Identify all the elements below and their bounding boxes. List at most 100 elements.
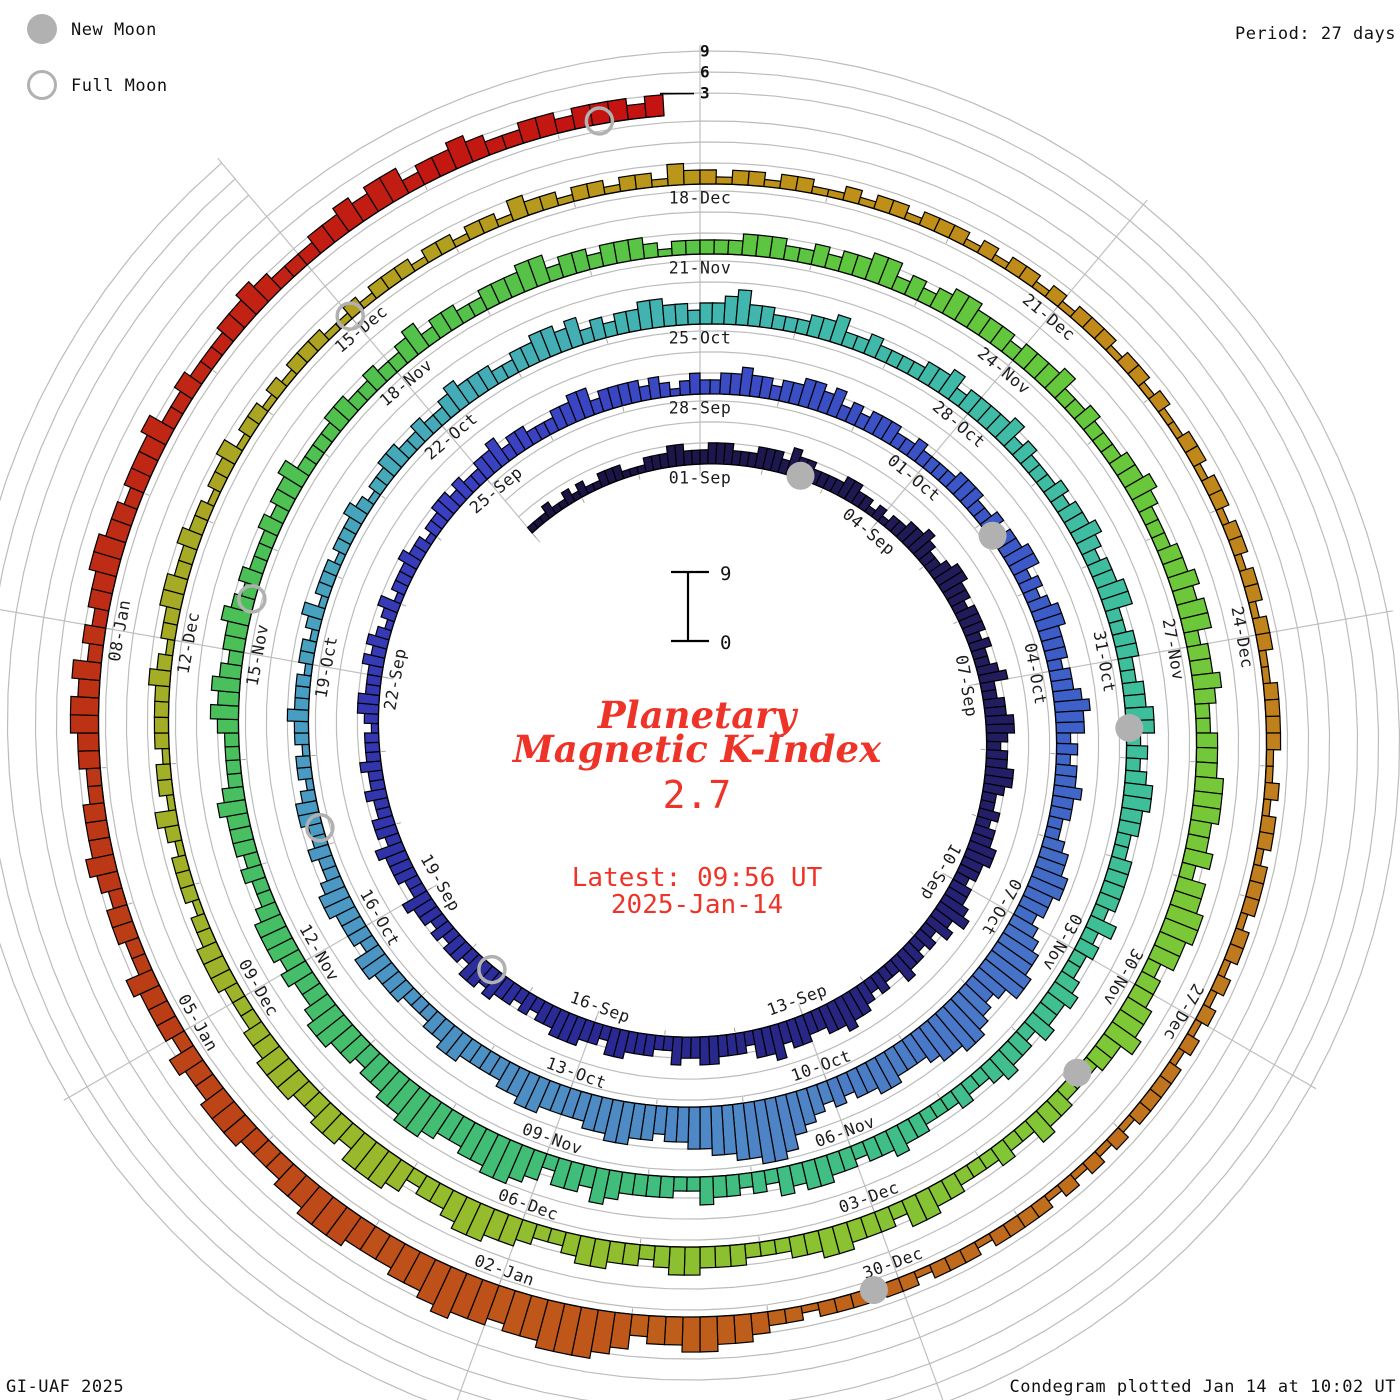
k-bar	[603, 1026, 622, 1058]
k-bar	[731, 1102, 751, 1162]
k-bar	[1243, 582, 1264, 604]
k-bar	[1034, 612, 1067, 633]
k-bar	[956, 863, 981, 883]
k-bar	[946, 588, 971, 608]
k-bar	[365, 633, 390, 650]
k-bar	[361, 364, 388, 392]
k-bar	[1264, 765, 1274, 784]
full-moon-marker	[584, 106, 615, 136]
k-bar	[990, 1138, 1017, 1167]
k-bar	[110, 500, 138, 527]
day-tick	[963, 414, 968, 419]
k-bar	[194, 499, 215, 522]
k-bar	[464, 134, 491, 163]
day-tick	[546, 1148, 550, 1153]
day-tick	[581, 498, 585, 503]
day-tick	[974, 683, 979, 686]
k-bar	[1011, 440, 1038, 465]
day-tick	[1008, 910, 1013, 914]
k-bar	[715, 176, 734, 185]
k-bar	[71, 659, 102, 682]
day-tick	[758, 1236, 760, 1241]
k-bar	[215, 438, 244, 466]
k-bar	[744, 1241, 762, 1259]
k-bar	[750, 1311, 771, 1336]
k-bar	[1100, 590, 1134, 613]
k-bar	[570, 248, 591, 274]
day-tick	[107, 628, 112, 630]
k-bar	[342, 501, 369, 526]
k-bar	[953, 295, 984, 329]
k-bar	[758, 1239, 777, 1257]
day-tick	[851, 426, 855, 432]
k-bar	[768, 1023, 788, 1062]
day-tick	[262, 862, 267, 865]
day-tick	[522, 1213, 526, 1219]
k-bar	[1121, 680, 1146, 697]
k-bar	[253, 913, 287, 939]
day-tick	[733, 1027, 736, 1033]
k-bar	[1128, 1101, 1152, 1126]
k-bar	[1024, 1110, 1056, 1144]
day-tick	[427, 887, 433, 891]
day-tick	[212, 369, 217, 374]
day-tick	[918, 468, 923, 473]
k-bar	[199, 1087, 235, 1120]
k-bar	[384, 443, 410, 469]
k-bar	[375, 1069, 411, 1107]
day-tick	[550, 435, 554, 441]
date-label: 01-Sep	[669, 469, 732, 488]
k-bar	[681, 1316, 701, 1353]
k-bar	[341, 1131, 378, 1171]
day-tick	[329, 842, 334, 845]
k-bar	[1261, 798, 1272, 818]
day-tick	[307, 265, 312, 270]
k-bar	[648, 297, 666, 329]
day-tick	[1068, 945, 1074, 949]
k-bar	[1116, 818, 1142, 838]
k-bar	[1259, 814, 1277, 835]
k-bar	[1125, 744, 1149, 760]
k-bar	[378, 167, 410, 203]
k-bar	[907, 528, 936, 555]
k-bar	[674, 302, 689, 326]
day-tick	[397, 372, 402, 377]
k-bar	[857, 494, 875, 513]
k-bar	[729, 1243, 748, 1268]
k-bar	[540, 501, 557, 520]
k-bar	[588, 1166, 611, 1206]
k-bar	[737, 1172, 754, 1189]
day-tick	[766, 1305, 768, 1311]
k-bar	[699, 1105, 713, 1150]
k-bar	[817, 1003, 840, 1035]
k-bar	[709, 379, 722, 395]
k-bar	[87, 784, 105, 805]
k-bar	[864, 1056, 893, 1095]
k-bar	[1044, 367, 1077, 399]
k-bars-layer	[69, 94, 1282, 1359]
k-bar	[603, 183, 622, 195]
k-bar	[161, 747, 171, 765]
day-tick	[750, 1166, 752, 1172]
k-bar	[963, 847, 994, 869]
k-bar	[713, 239, 730, 255]
k-bar	[517, 991, 539, 1016]
center-text: Planetary Magnetic K-Index 2.7 Latest: 0…	[511, 693, 882, 920]
k-bar	[1053, 698, 1091, 713]
new-moon-marker	[786, 461, 815, 490]
day-tick	[638, 475, 641, 480]
k-bar	[303, 662, 314, 677]
k-bar	[225, 759, 242, 776]
day-tick	[776, 401, 779, 407]
day-tick	[1017, 593, 1023, 597]
page-title-line1: Planetary	[597, 693, 799, 737]
k-bar	[971, 966, 1007, 1000]
day-tick	[1113, 1123, 1118, 1127]
radial-tick-label: 9	[700, 42, 710, 61]
k-bar	[91, 607, 110, 629]
day-tick	[532, 533, 537, 538]
k-bar	[434, 233, 457, 256]
k-bar	[1017, 265, 1042, 288]
k-bar	[82, 802, 108, 824]
k-bar	[817, 1225, 841, 1259]
